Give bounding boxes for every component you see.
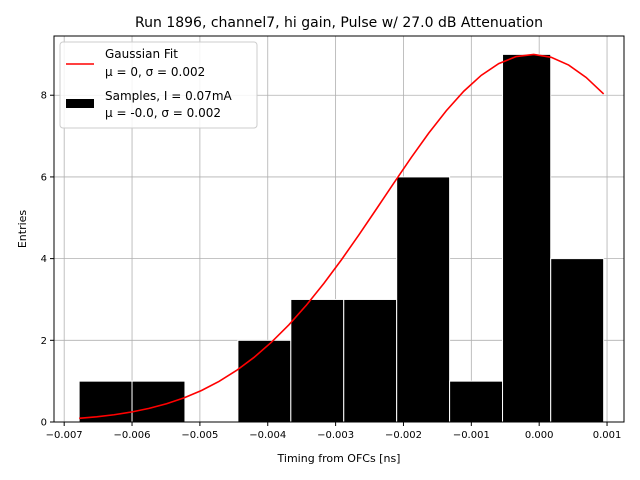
x-axis-label: Timing from OFCs [ns] <box>277 452 401 465</box>
legend-samples-stats: μ = -0.0, σ = 0.002 <box>105 106 221 120</box>
x-axis: −0.007 −0.006 −0.005 −0.004 −0.003 −0.002 −0.0… <box>46 422 622 441</box>
x-tick-label-4: −0.003 <box>317 430 354 441</box>
histogram-bar-8 <box>502 53 552 423</box>
y-tick-label-1: 2 <box>41 336 47 347</box>
y-tick-label-3: 6 <box>41 172 47 183</box>
histogram-bar-3 <box>237 339 292 423</box>
histogram-bar-7 <box>449 380 504 423</box>
histogram-bars <box>78 53 605 423</box>
x-tick-label-1: −0.006 <box>114 430 151 441</box>
legend-fit-name: Gaussian Fit <box>105 47 178 61</box>
x-tick-label-5: −0.002 <box>385 430 422 441</box>
histogram-bar-1 <box>131 380 186 423</box>
legend-box <box>59 41 258 129</box>
histogram-bar-9 <box>550 258 605 423</box>
y-tick-label-2: 4 <box>41 254 47 265</box>
y-axis-label: Entries <box>16 210 29 249</box>
x-tick-label-3: −0.004 <box>249 430 286 441</box>
fit-curve-group <box>79 53 605 420</box>
y-tick-label-0: 0 <box>41 418 47 429</box>
legend-fit-stats: μ = 0, σ = 0.002 <box>105 65 205 79</box>
x-tick-label-7: 0.000 <box>525 430 554 441</box>
x-tick-label-0: −0.007 <box>46 430 83 441</box>
legend-samples-swatch <box>66 99 94 108</box>
gaussian-fit-line <box>79 53 605 420</box>
y-axis: 0 2 4 6 8 <box>41 91 54 429</box>
y-tick-label-4: 8 <box>41 91 47 102</box>
x-tick-label-8: 0.001 <box>593 430 622 441</box>
x-tick-label-2: −0.005 <box>181 430 218 441</box>
histogram-bar-4 <box>290 298 345 423</box>
legend-samples-name: Samples, I = 0.07mA <box>105 89 233 103</box>
x-tick-label-6: −0.001 <box>453 430 490 441</box>
plot-frame <box>53 35 625 423</box>
chart-title: Run 1896, channel7, hi gain, Pulse w/ 27… <box>135 15 543 31</box>
legend: Gaussian Fit μ = 0, σ = 0.002 Samples, I… <box>59 41 258 129</box>
histogram-bar-5 <box>343 298 398 423</box>
histogram-bar-6 <box>396 176 451 423</box>
